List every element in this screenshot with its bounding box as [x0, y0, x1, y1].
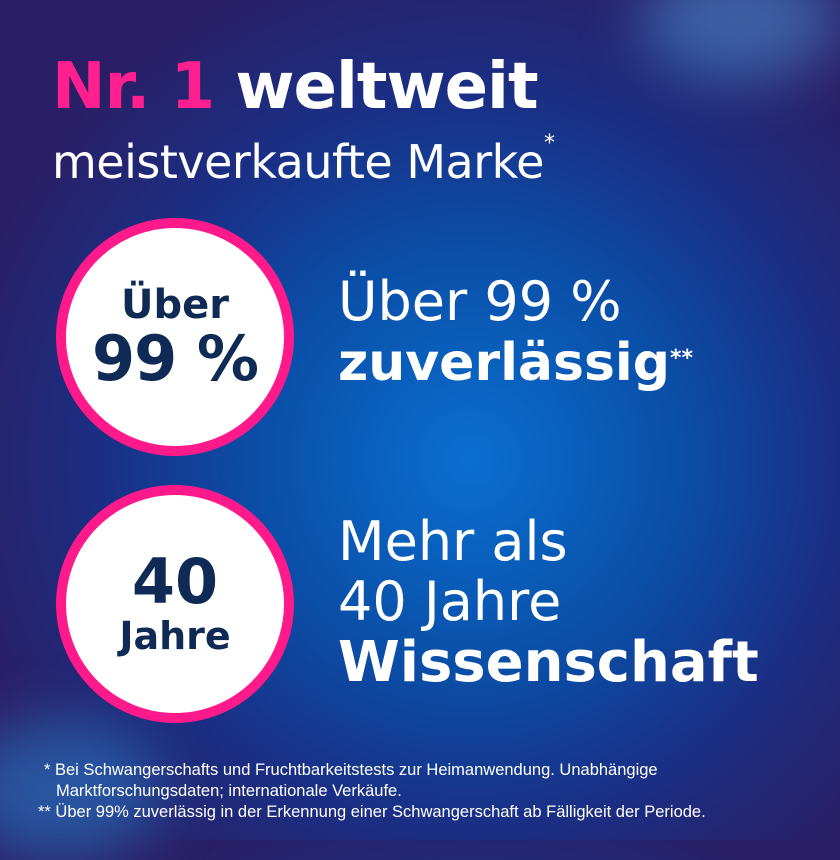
footnote-1-cont: Marktforschungsdaten; internationale Ver…: [56, 782, 402, 800]
reliability-claim: Über 99 % zuverlässig**: [338, 272, 693, 394]
footnote-2: ** Über 99% zuverlässig in der Erkennung…: [38, 803, 706, 821]
headline-rest: weltweit: [235, 50, 538, 124]
claim-line2: 40 Jahre: [338, 570, 562, 633]
claim-line1: Mehr als: [338, 510, 568, 573]
headline: Nr. 1 weltweit: [52, 50, 539, 124]
claim-line3: Wissenschaft: [338, 630, 759, 695]
footnote-mark: *: [543, 131, 555, 156]
years-claim: Mehr als 40 Jahre Wissenschaft: [338, 512, 759, 694]
reliability-badge: Über 99 %: [56, 218, 294, 456]
badge-line1: Über: [121, 282, 229, 328]
subheadline-text: meistverkaufte Marke: [52, 135, 544, 189]
badge-line2: 99 %: [92, 322, 259, 395]
subheadline: meistverkaufte Marke*: [52, 131, 555, 189]
badge-line1: 40: [131, 545, 219, 618]
claim-emphasis: zuverlässig: [338, 333, 670, 393]
background-glow: [0, 720, 160, 860]
footnotes: * Bei Schwangerschafts und Fruchtbarkeit…: [38, 760, 706, 823]
headline-highlight: Nr. 1: [52, 50, 215, 124]
years-badge: 40 Jahre: [56, 485, 294, 723]
footnote-mark: **: [669, 346, 693, 371]
background-glow: [640, 0, 840, 80]
badge-line2: Jahre: [119, 614, 231, 658]
claim-line1: Über 99 %: [338, 270, 622, 333]
claim-line2: zuverlässig**: [338, 332, 693, 394]
footnote-1: * Bei Schwangerschafts und Fruchtbarkeit…: [44, 761, 658, 779]
